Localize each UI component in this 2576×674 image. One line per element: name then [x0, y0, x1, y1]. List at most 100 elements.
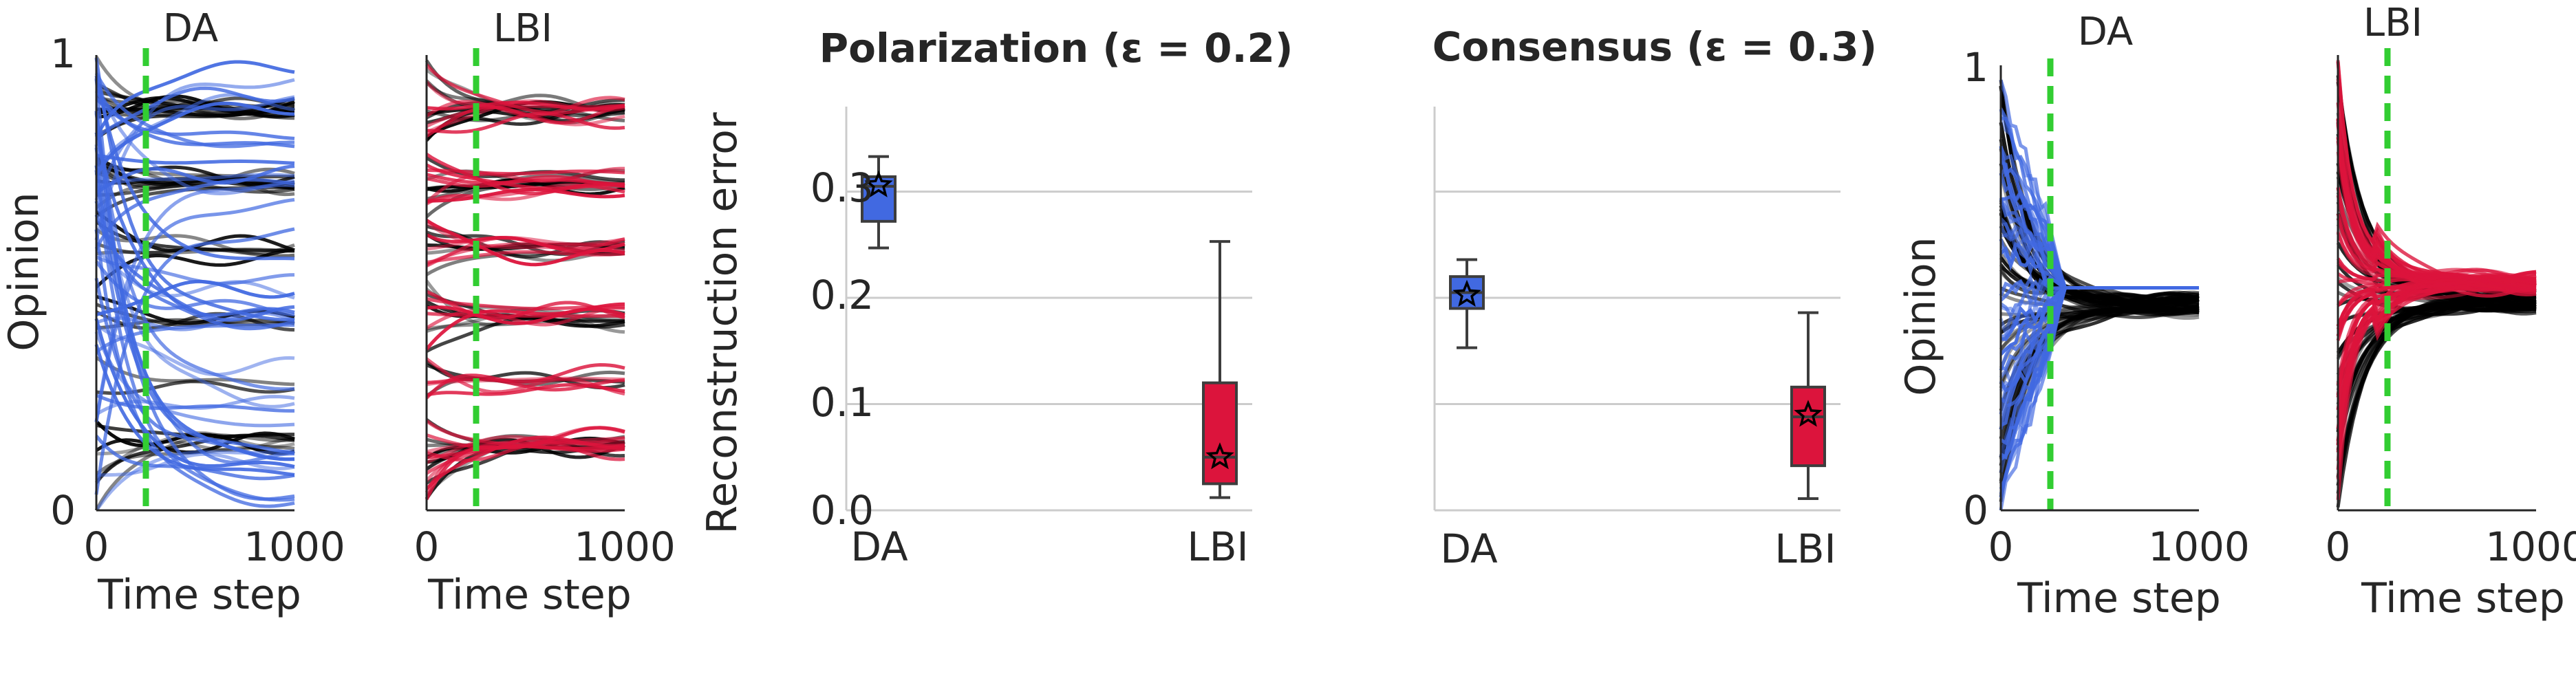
reconstructed-trajectory [94, 75, 295, 261]
box-da [861, 155, 897, 250]
reconstructed-trajectory [95, 260, 295, 317]
mean-star-marker [1794, 400, 1823, 427]
reconstructed-trajectory [94, 78, 295, 241]
panel-consensus-da: DA 0 1 0 1000 Time step Opinion [1897, 10, 2250, 622]
reconstructed-trajectory [94, 344, 295, 477]
panel-title: Consensus (ε = 0.3) [1432, 23, 1877, 70]
simulated-trajectory [1999, 212, 2200, 306]
panel-title: Polarization (ε = 0.2) [819, 25, 1294, 72]
reconstructed-trajectory [94, 165, 295, 455]
grid-lines [1435, 191, 1840, 406]
panel-title: DA [163, 6, 218, 51]
x-tick-label-1: 1000 [2485, 523, 2576, 570]
mean-star-marker [1452, 279, 1481, 307]
reconstructed-trajectory [94, 113, 295, 391]
reconstructed-trajectory [425, 166, 625, 204]
trajectory-lines [425, 59, 625, 501]
x-tick-label-0: 0 [84, 523, 109, 570]
reconstructed-trajectory [426, 383, 625, 397]
reconstructed-trajectory [425, 236, 625, 268]
panel-consensus-lbi: LBI 0 1000 Time step [2326, 1, 2576, 622]
panel-title: LBI [493, 6, 552, 51]
reconstructed-trajectory [94, 132, 295, 317]
y-tick-label-1: 1 [50, 30, 76, 77]
y-tick-label-0: 0.0 [811, 487, 874, 534]
y-tick-label-0: 0 [50, 487, 76, 534]
x-tick-label-1: 1000 [574, 523, 676, 570]
reconstructed-trajectory [96, 173, 295, 191]
reconstructed-trajectory [1999, 286, 2199, 430]
simulated-trajectory [95, 433, 295, 484]
reconstructed-trajectory [425, 241, 625, 267]
y-tick-label-2: 0.2 [811, 272, 874, 318]
box-lbi [1202, 240, 1238, 499]
reconstructed-trajectory [94, 95, 295, 201]
x-tick-label-1: 1000 [244, 523, 345, 570]
y-axis-label: Reconstruction error [698, 112, 747, 534]
x-axis-label: Time step [427, 571, 632, 619]
box-lbi [1790, 311, 1826, 501]
y-axis-label: Opinion [1897, 237, 1945, 395]
mean-star-marker [864, 170, 893, 197]
grid-lines [846, 191, 1252, 406]
y-tick-label-1: 0.1 [811, 379, 874, 426]
reconstructed-trajectory [94, 200, 295, 331]
reconstructed-trajectory [426, 376, 625, 387]
y-tick-label-3: 0.3 [811, 164, 874, 211]
reconstructed-trajectory [96, 153, 295, 165]
reconstructed-trajectory [95, 448, 295, 512]
panel-title: DA [2078, 10, 2133, 54]
reconstructed-trajectory [426, 188, 625, 203]
panel-polarization-error: Polarization (ε = 0.2) 0.0 0.1 0.2 0.3 D… [698, 25, 1293, 570]
reconstructed-trajectory [94, 331, 295, 428]
trajectory-lines [94, 56, 295, 512]
x-category-label-lbi: LBI [1774, 525, 1836, 572]
iqr-box [1790, 385, 1826, 468]
reconstructed-trajectory [94, 147, 295, 464]
y-tick-label-0: 0 [1963, 487, 1988, 534]
trajectory-lines [2336, 60, 2537, 508]
simulated-trajectory [95, 157, 295, 179]
iqr-box [1202, 381, 1238, 486]
panel-consensus-error: Consensus (ε = 0.3) DA LBI [1432, 23, 1877, 572]
panel-polarization-lbi: LBI 0 1000 Time step [414, 6, 676, 619]
x-category-label-lbi: LBI [1187, 523, 1248, 570]
x-axis-label: Time step [2361, 574, 2565, 622]
box-plots [861, 155, 1238, 499]
simulated-trajectory [2336, 296, 2537, 387]
reconstructed-trajectory [426, 250, 625, 264]
x-tick-label-0: 0 [2326, 523, 2351, 570]
reconstructed-trajectory [425, 184, 625, 206]
reconstructed-trajectory [425, 362, 625, 400]
reconstructed-trajectory [426, 444, 625, 459]
x-category-label-da: DA [1440, 525, 1498, 572]
reconstructed-trajectory [94, 111, 295, 461]
simulated-trajectory [94, 433, 295, 512]
panel-title: LBI [2363, 1, 2423, 45]
reconstructed-trajectory [96, 393, 294, 413]
reconstructed-trajectory [426, 312, 625, 318]
reconstructed-trajectory [425, 306, 625, 330]
reconstructed-trajectory [94, 60, 295, 138]
panel-polarization-da: DA 0 1 0 1000 Time step Opinion [0, 6, 345, 619]
y-axis-label: Opinion [0, 192, 48, 351]
x-category-label-da: DA [850, 523, 908, 570]
box-plots [1449, 258, 1826, 501]
reconstructed-trajectory [94, 57, 295, 322]
iqr-box [861, 175, 897, 223]
x-axis-label: Time step [2017, 574, 2221, 622]
x-axis-label: Time step [97, 571, 301, 619]
reconstructed-trajectory [95, 97, 295, 140]
trajectory-lines [1999, 79, 2200, 511]
reconstructed-trajectory [94, 229, 295, 508]
x-tick-label-1: 1000 [2148, 523, 2250, 570]
reconstructed-trajectory [426, 440, 625, 454]
reconstructed-trajectory [2336, 213, 2537, 285]
reconstructed-trajectory [94, 78, 295, 196]
reconstructed-trajectory [425, 302, 625, 351]
mean-star-marker [1205, 442, 1234, 470]
reconstructed-trajectory [94, 177, 295, 250]
box-da [1449, 258, 1485, 349]
y-tick-label-1: 1 [1963, 44, 1988, 91]
